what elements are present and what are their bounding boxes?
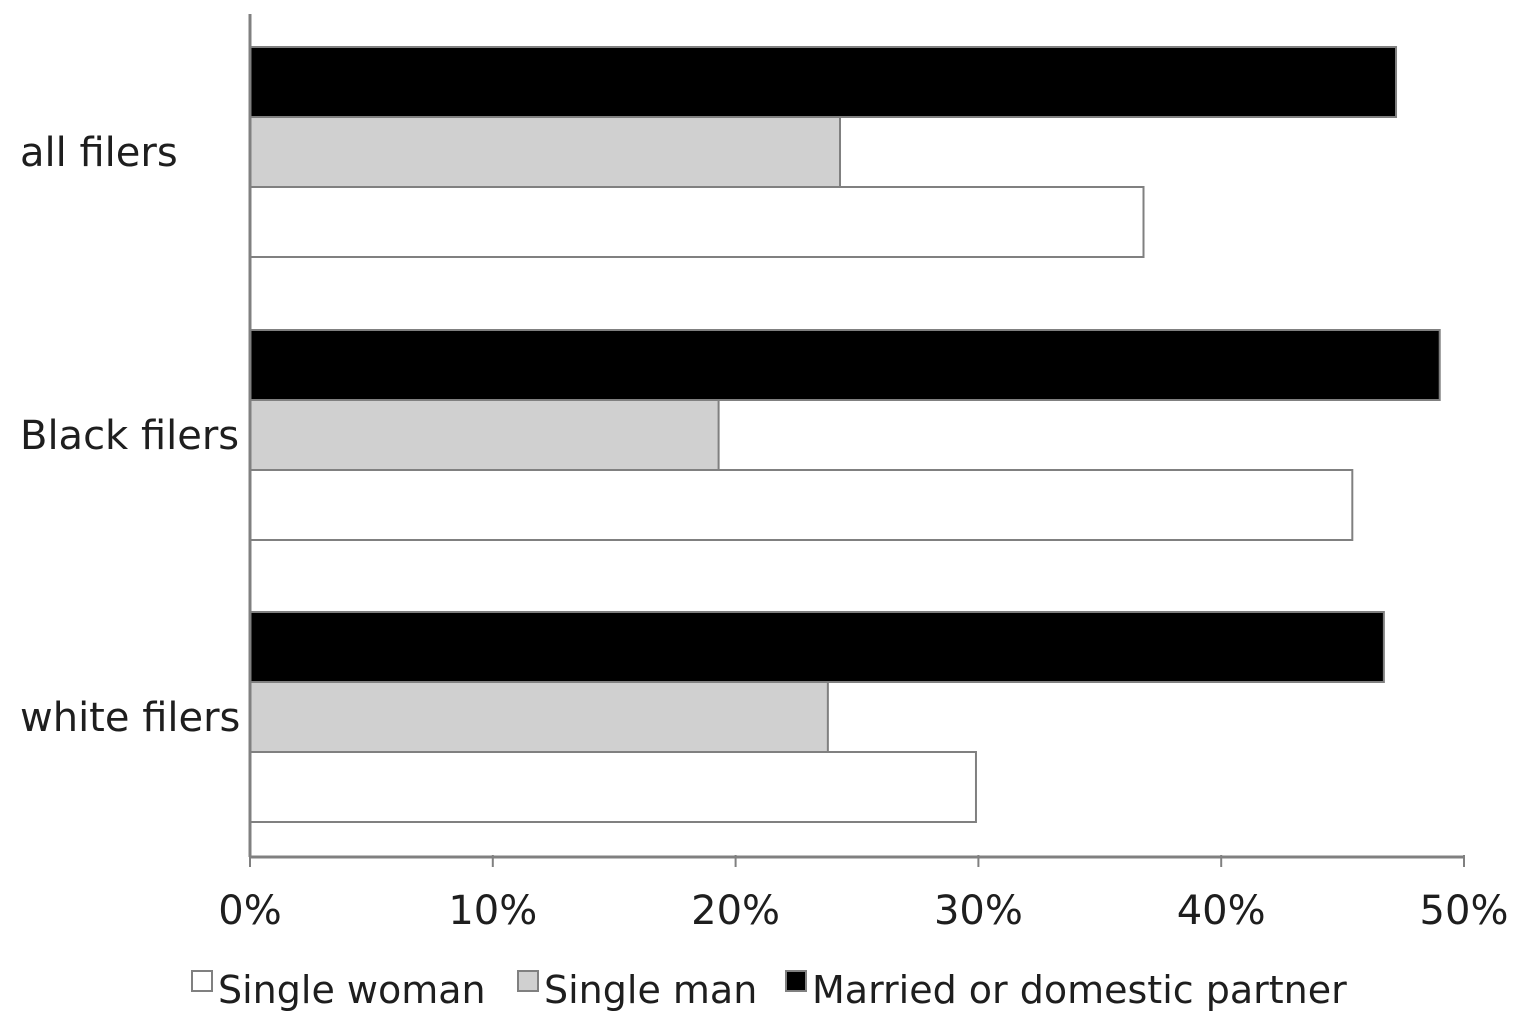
x-tick-label: 20% bbox=[691, 888, 780, 934]
legend-label-single-woman: Single woman bbox=[218, 968, 486, 1012]
axes-layer bbox=[248, 14, 1465, 867]
bar-all-filers-married-or-domestic-partner bbox=[249, 46, 1398, 118]
x-tick-label: 10% bbox=[448, 888, 537, 934]
legend-swatch-married-or-domestic-partner bbox=[785, 970, 807, 992]
x-tick-label: 30% bbox=[934, 888, 1023, 934]
bar-black-filers-single-man bbox=[249, 399, 720, 471]
bar-black-filers-single-woman bbox=[249, 469, 1354, 541]
bar-white-filers-married-or-domestic-partner bbox=[249, 611, 1385, 683]
bar-black-filers-married-or-domestic-partner bbox=[249, 329, 1441, 401]
legend-swatch-single-woman bbox=[191, 970, 213, 992]
bar-all-filers-single-man bbox=[249, 116, 842, 188]
legend-label-married-or-domestic-partner: Married or domestic partner bbox=[812, 968, 1347, 1012]
x-tick-label: 0% bbox=[218, 888, 281, 934]
labels-layer: all filers Black filers white filers 0% 10% 2… bbox=[20, 130, 1508, 934]
x-tick-label: 40% bbox=[1177, 888, 1266, 934]
bar-white-filers-single-man bbox=[249, 681, 829, 753]
bars-layer bbox=[249, 46, 1441, 823]
legend: Single woman Single man Married or domesti… bbox=[191, 968, 1347, 1012]
x-tick-label: 50% bbox=[1420, 888, 1509, 934]
bar-all-filers-single-woman bbox=[249, 186, 1145, 258]
bar-white-filers-single-woman bbox=[249, 751, 977, 823]
category-label: all filers bbox=[20, 130, 178, 176]
legend-swatch-single-man bbox=[517, 970, 539, 992]
category-label: Black filers bbox=[20, 413, 239, 459]
legend-label-single-man: Single man bbox=[544, 968, 757, 1012]
category-label: white filers bbox=[20, 695, 240, 741]
